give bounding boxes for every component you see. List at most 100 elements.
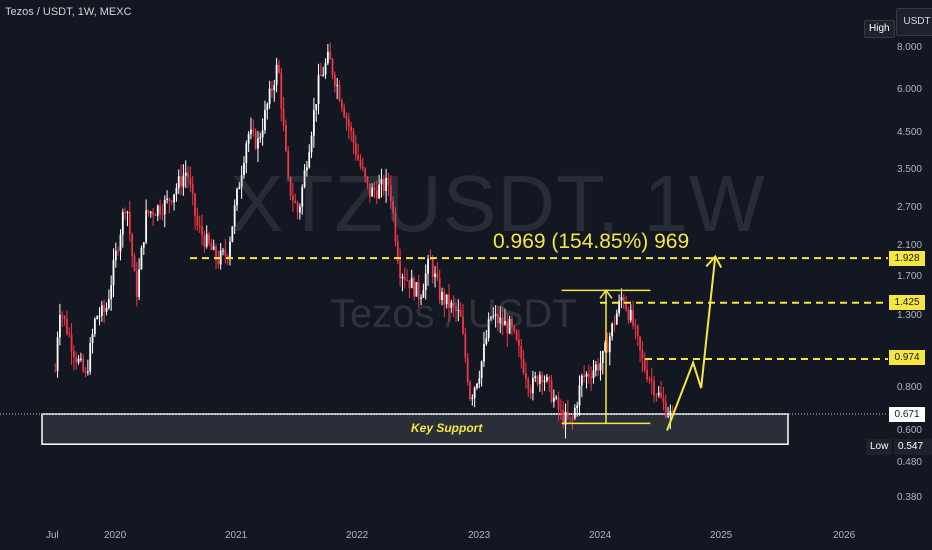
candle-body [441,292,443,301]
candle-body [452,302,455,306]
candle-body [487,319,490,339]
candle-body [79,358,82,360]
candle-body [476,383,478,388]
candle-body [618,300,621,314]
candle-body [660,392,662,398]
candle-body [315,104,318,111]
candle-body [133,256,136,272]
candle-body [455,305,457,311]
candle-body [301,187,304,207]
candle-body [93,319,96,334]
candle-body [319,74,322,77]
candle-body [375,190,378,199]
candle-body [520,345,523,360]
candle-body [550,380,553,402]
candle-body [513,326,516,331]
candle-body [406,279,408,281]
candle-body [417,282,420,299]
level-label-2: 1.425 [889,295,925,310]
candle-body [373,187,376,191]
candle-body [70,334,73,352]
candle-body [196,216,199,226]
candle-body [189,178,192,185]
candle-body [324,63,327,75]
candle-body [653,381,655,396]
candle-body [340,100,343,108]
candle-body [89,343,92,372]
candle-body [459,309,462,317]
candle-body [576,405,579,409]
candle-body [310,135,313,153]
candle-body [154,215,157,217]
candle-body [552,397,555,402]
candle-body [515,330,518,340]
candle-body [401,276,404,279]
candle-body [380,179,383,185]
candle-body [166,198,168,200]
watermark-ticker: XTZUSDT, 1W [230,159,766,248]
candle-body [608,336,611,353]
candle-body [490,316,492,320]
candle-body [541,374,544,382]
candle-body [317,74,320,105]
candle-body [629,309,632,321]
candle-body [180,176,182,187]
candle-body [82,358,85,372]
candle-body [538,374,541,384]
candle-body [103,305,106,312]
candle-body [501,317,504,326]
x-tick-label: 2023 [468,530,491,541]
candle-body [210,243,213,250]
candle-body [175,188,178,195]
projection-arrowhead [705,254,723,268]
candle-body [669,410,672,416]
candle-body [312,110,315,136]
candle-body [585,373,588,377]
candle-body [408,280,411,289]
candle-body [289,176,292,196]
candle-body [131,234,134,257]
x-tick-label: 2020 [104,530,127,541]
candle-body [357,155,360,160]
candle-body [107,298,110,309]
candle-body [573,408,576,419]
x-tick-label: 2022 [346,530,369,541]
x-tick-label: 2026 [833,530,856,541]
watermark-name: Tezos / USDT [330,292,577,336]
candle-body [261,130,264,138]
candle-body [483,344,485,362]
candle-body [352,131,355,144]
candle-body [597,364,600,371]
candle-body [333,74,336,86]
candle-body [601,351,604,364]
candle-body [480,361,483,379]
candle-body [564,411,567,425]
currency-button[interactable]: USDT [896,8,932,36]
candle-body [522,359,525,374]
candle-body [252,129,255,131]
candle-body [177,176,180,189]
y-tick-label: 0.380 [896,492,922,503]
candle-body [389,185,392,201]
candle-body [61,315,64,317]
candle-body [566,411,569,418]
candle-body [226,255,229,259]
candle-body [499,317,502,324]
candle-body [347,119,350,127]
candle-body [203,235,206,247]
candle-body [580,375,583,386]
candle-body [266,104,269,110]
candle-body [529,388,532,394]
candle-body [366,176,369,184]
x-tick-label: 2021 [225,530,248,541]
candle-body [149,211,152,213]
candle-body [161,213,164,215]
candle-body [527,379,530,389]
candle-body [604,342,607,352]
candle-body [443,292,446,305]
candle-body [275,64,278,86]
candle-body [117,250,120,252]
candle-body [126,211,129,213]
high-tag: High [864,20,895,38]
